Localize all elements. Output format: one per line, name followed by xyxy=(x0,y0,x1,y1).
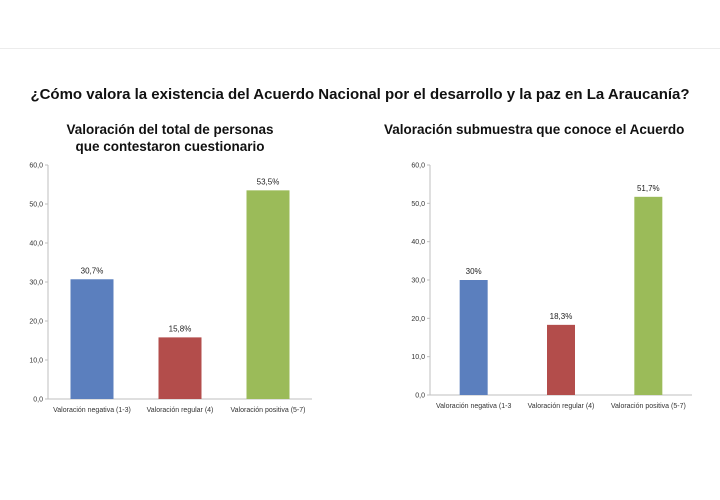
bar-2 xyxy=(547,324,575,395)
chart-1: 0,0 10,0 20,0 30,0 40,0 50,0 60,0 30,7% Valoraci… xyxy=(29,163,312,414)
y-tick-label: 0,0 xyxy=(415,393,425,400)
bar-2 xyxy=(158,337,202,399)
category-label: Valoración negativa (1-3) xyxy=(53,407,131,414)
data-label: 15,8% xyxy=(169,324,192,333)
chart-1-title-line-2: que contestaron cuestionario xyxy=(75,139,265,154)
y-tick-label: 60,0 xyxy=(29,163,43,170)
y-tick-label: 50,0 xyxy=(29,202,43,209)
category-label: Valoración positiva (5-7) xyxy=(231,407,306,414)
top-divider xyxy=(0,48,720,49)
y-tick-label: 40,0 xyxy=(411,239,425,246)
category-label: Valoración negativa (1-3 xyxy=(436,403,511,410)
bar-3 xyxy=(634,196,663,395)
y-tick-label: 50,0 xyxy=(411,201,425,208)
bar-1 xyxy=(70,279,114,399)
data-label: 18,3% xyxy=(550,312,573,321)
category-label: Valoración positiva (5-7) xyxy=(611,403,686,410)
y-tick-label: 0,0 xyxy=(33,397,43,404)
y-tick-label: 30,0 xyxy=(411,278,425,285)
chart-1-title: Valoración del total de personas que con… xyxy=(20,121,320,155)
page-title: ¿Cómo valora la existencia del Acuerdo N… xyxy=(30,86,690,103)
category-label: Valoración regular (4) xyxy=(528,403,595,410)
y-tick-label: 20,0 xyxy=(411,316,425,323)
data-label: 53,5% xyxy=(257,177,280,186)
y-tick-label: 30,0 xyxy=(29,280,43,287)
data-label: 51,7% xyxy=(637,184,660,193)
y-tick-label: 10,0 xyxy=(411,354,425,361)
bar-1 xyxy=(459,280,488,395)
y-tick-label: 10,0 xyxy=(29,358,43,365)
y-tick-label: 60,0 xyxy=(411,163,425,170)
chart-2: 0,0 10,0 20,0 30,0 40,0 50,0 60,0 30% Valoración… xyxy=(411,163,692,410)
data-label: 30,7% xyxy=(81,266,104,275)
chart-2-title: Valoración submuestra que conoce el Acue… xyxy=(384,121,684,138)
y-tick-label: 20,0 xyxy=(29,319,43,326)
data-label: 30% xyxy=(466,267,482,276)
y-tick-label: 40,0 xyxy=(29,241,43,248)
chart-2-title-line-1: Valoración submuestra que conoce el Acue… xyxy=(384,122,685,137)
category-label: Valoración regular (4) xyxy=(147,407,214,414)
bar-3 xyxy=(246,190,290,399)
chart-1-title-line-1: Valoración del total de personas xyxy=(66,122,274,137)
